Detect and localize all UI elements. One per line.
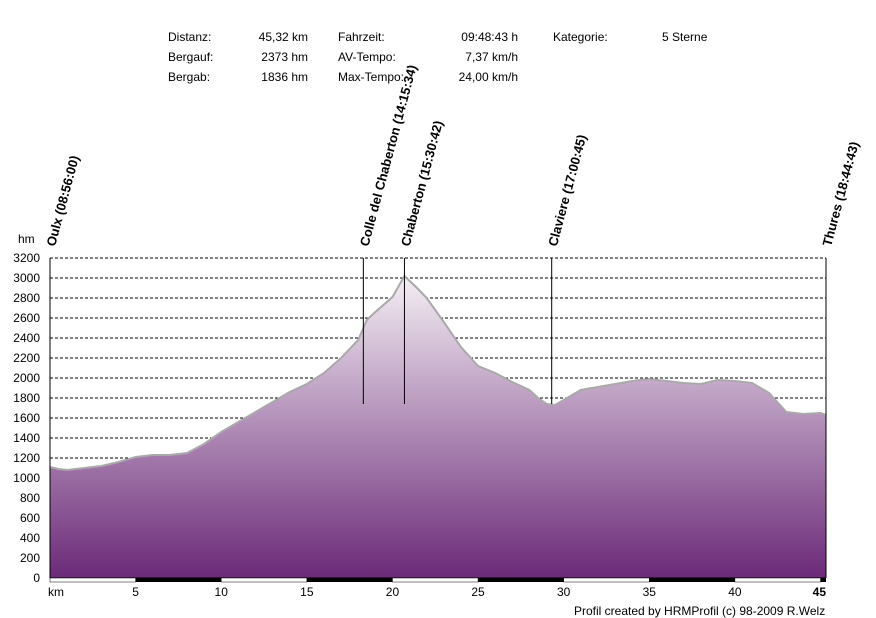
distanz-value: 45,32 km [258, 30, 308, 44]
y-tick-label: 1800 [13, 391, 40, 405]
elevation-area [50, 276, 826, 578]
bergauf-value: 2373 hm [261, 50, 308, 64]
y-tick-label: 600 [20, 511, 40, 525]
y-tick-label: 200 [20, 551, 40, 565]
avtempo-value: 7,37 km/h [465, 50, 518, 64]
fahrzeit-value: 09:48:43 h [461, 30, 518, 44]
x-tick-label: km [48, 585, 64, 599]
scale-segment [478, 578, 564, 582]
y-tick-label: 2400 [13, 331, 40, 345]
x-tick-label: 25 [471, 585, 485, 599]
y-tick-label: 1400 [13, 431, 40, 445]
x-tick-label: 20 [386, 585, 400, 599]
y-tick-label: 800 [20, 491, 40, 505]
elevation-line [49, 274, 827, 472]
y-tick-label: 3000 [13, 271, 40, 285]
y-tick-label: 1000 [13, 471, 40, 485]
scale-segment [220, 577, 308, 583]
scale-segment [734, 577, 821, 583]
y-tick-label: 2600 [13, 311, 40, 325]
x-tick-label: 45 [813, 585, 827, 599]
scale-segment [135, 578, 222, 582]
distanz-label: Distanz: [168, 30, 212, 44]
x-tick-label: 40 [728, 585, 742, 599]
bergab-value: 1836 hm [261, 70, 308, 84]
y-tick-label: 400 [20, 531, 40, 545]
x-tick-label: 15 [300, 585, 314, 599]
waypoint-label: Thures (18:44:43) [819, 140, 861, 248]
kategorie-label: Kategorie: [553, 30, 608, 44]
y-axis-label: hm [18, 232, 35, 246]
y-tick-label: 1600 [13, 411, 40, 425]
scale-segment [563, 577, 650, 583]
y-tick-label: 2000 [13, 371, 40, 385]
scale-segment [820, 578, 826, 582]
x-tick-label: 5 [132, 585, 139, 599]
y-tick-label: 0 [33, 571, 40, 585]
y-tick-label: 2200 [13, 351, 40, 365]
kategorie-value: 5 Sterne [662, 30, 708, 44]
axes: km 5 10 15 20 25 30 35 40 45 [48, 258, 827, 599]
waypoint-label: Chaberton (15:30:42) [398, 119, 446, 248]
fahrzeit-label: Fahrzeit: [338, 30, 385, 44]
maxtempo-label: Max-Tempo: [338, 70, 405, 84]
y-tick-label: 2800 [13, 291, 40, 305]
scale-segment [392, 577, 479, 583]
x-tick-label: 35 [643, 585, 657, 599]
waypoint-label: Oulx (08:56:00) [43, 154, 82, 248]
statistics-panel: Distanz: 45,32 km Bergauf: 2373 hm Berga… [0, 30, 876, 90]
maxtempo-value: 24,00 km/h [458, 70, 518, 84]
credit-text: Profil created by HRMProfil (c) 98-2009 … [574, 604, 826, 618]
x-tick-label: 30 [557, 585, 571, 599]
scale-segment [306, 578, 393, 582]
y-tick-label: 1200 [13, 451, 40, 465]
bergauf-label: Bergauf: [168, 50, 214, 64]
scale-segment [49, 577, 136, 583]
x-tick-label: 10 [215, 585, 229, 599]
bergab-label: Bergab: [168, 70, 211, 84]
scale-segment [649, 578, 735, 582]
waypoint-label: Claviere (17:00:45) [545, 133, 589, 248]
avtempo-label: AV-Tempo: [338, 50, 396, 64]
y-tick-label: 3200 [13, 251, 40, 265]
